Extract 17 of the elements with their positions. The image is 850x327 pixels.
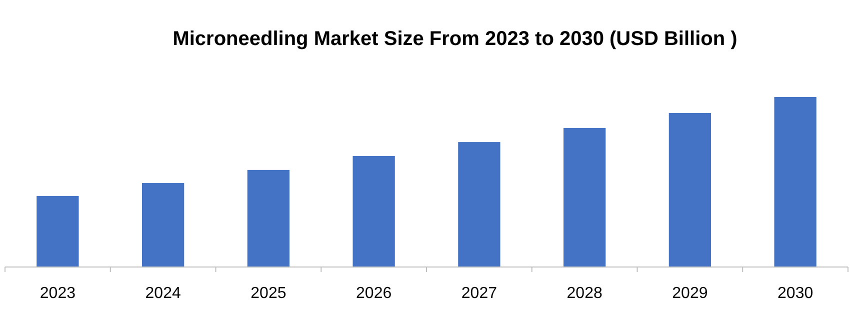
bar <box>247 170 290 267</box>
bar <box>458 142 500 267</box>
x-tick-label: 2027 <box>461 285 498 302</box>
x-tick-label: 2029 <box>672 285 708 302</box>
bar <box>142 183 184 267</box>
x-tick-label: 2024 <box>145 285 181 302</box>
x-tick-label: 2030 <box>778 285 814 302</box>
bar <box>668 112 712 267</box>
x-tick-label: 2026 <box>356 285 392 302</box>
x-tick-label: 2025 <box>250 285 286 302</box>
bar <box>36 196 79 267</box>
bar <box>563 128 606 267</box>
bar <box>774 97 816 267</box>
chart-title: Microneedling Market Size From 2023 to 2030 (USD Billion ) <box>172 28 738 50</box>
x-tick-label: 2028 <box>566 285 602 302</box>
x-tick-label: 2023 <box>40 285 76 302</box>
bar <box>352 156 395 267</box>
